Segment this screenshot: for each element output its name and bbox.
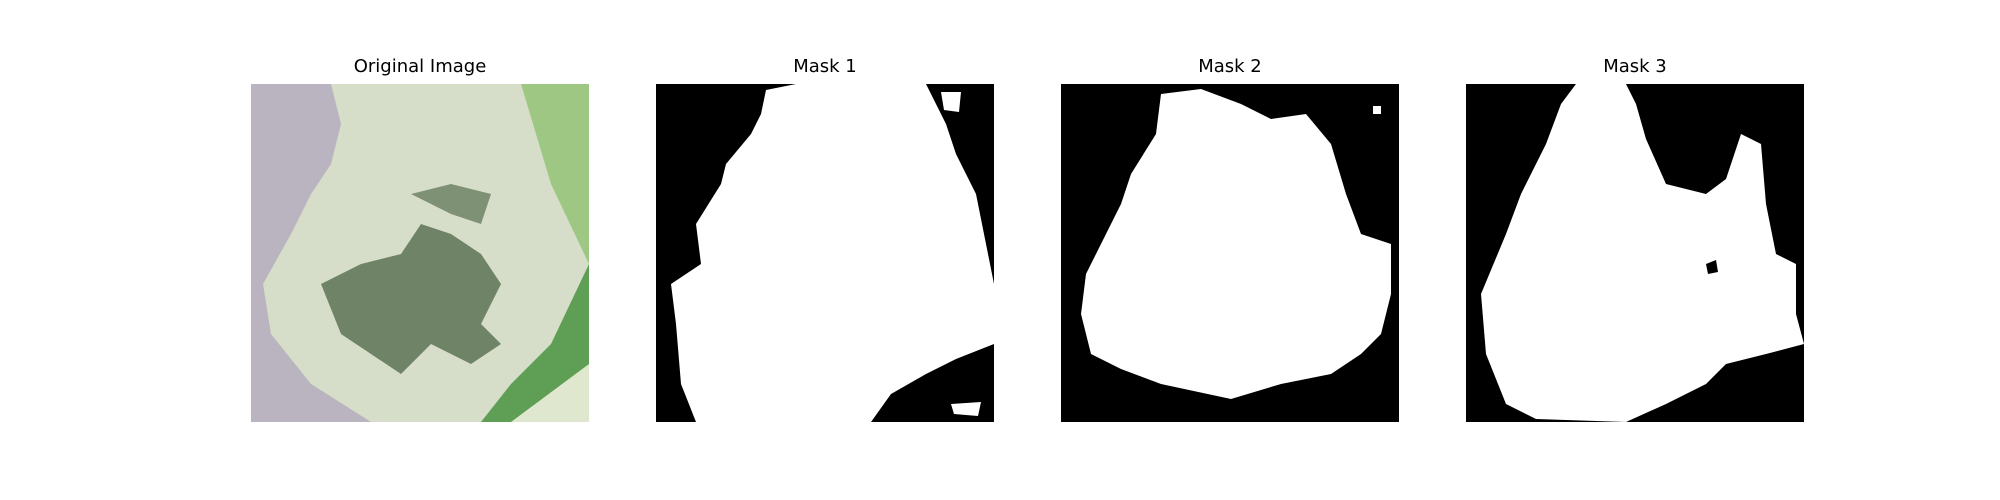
mask-1-image [656, 84, 994, 422]
mask-1-speck-2 [951, 402, 981, 416]
mask-1-speck [941, 92, 961, 112]
mask-3-hole [1706, 260, 1718, 274]
mask-1-panel: Mask 1 [656, 56, 994, 422]
leaf-upper-right [521, 84, 589, 264]
mask-2-image [1061, 84, 1399, 422]
mask-3-title: Mask 3 [1603, 56, 1667, 77]
mask-2-speck [1373, 106, 1381, 114]
leaf-dark-patch [321, 224, 501, 374]
mask-2-title: Mask 2 [1198, 56, 1262, 77]
mask-1-region [671, 84, 994, 422]
mask-3-panel: Mask 3 [1466, 56, 1804, 422]
original-image [251, 84, 589, 422]
leaf-green-lower [481, 264, 589, 422]
mask-1-title: Mask 1 [793, 56, 857, 77]
mask-3-region [1481, 84, 1804, 422]
mask-3-image [1466, 84, 1804, 422]
original-image-panel: Original Image [251, 56, 589, 422]
leaf-dark-patch-2 [411, 184, 491, 224]
leaf-lighter-patch [511, 364, 589, 422]
original-image-title: Original Image [353, 56, 487, 77]
mask-2-panel: Mask 2 [1061, 56, 1399, 422]
mask-2-region [1081, 89, 1391, 399]
